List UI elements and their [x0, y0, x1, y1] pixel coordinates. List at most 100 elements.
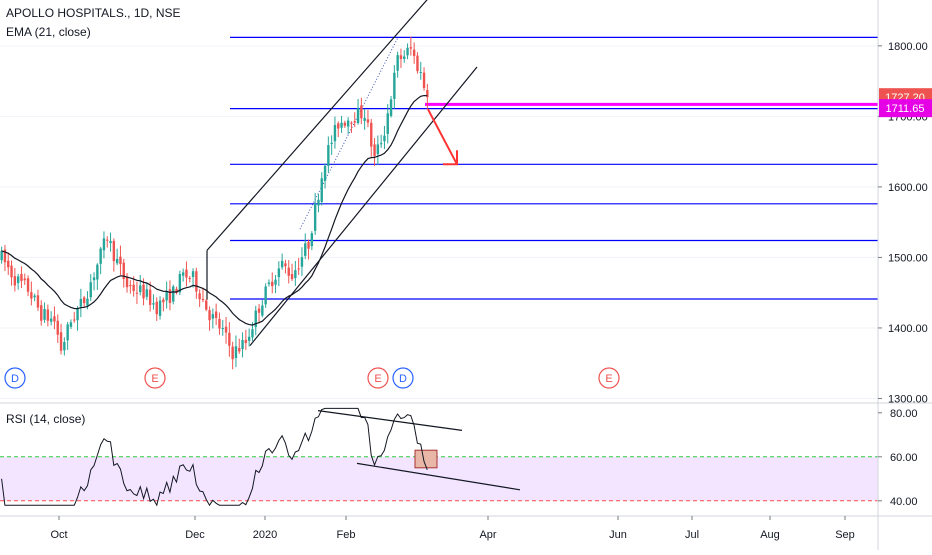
candle-body — [0, 250, 3, 261]
candle-body — [422, 72, 426, 89]
candle-body — [10, 265, 13, 278]
candle-body — [337, 123, 340, 129]
candle-body — [373, 144, 376, 156]
rsi-axis-label: 80.00 — [890, 408, 918, 420]
rsi-title: RSI (14, close) — [6, 412, 86, 426]
candle-body — [251, 329, 254, 338]
candle-body — [79, 298, 83, 307]
candle-body — [152, 303, 155, 305]
candle-body — [313, 203, 317, 231]
time-axis-label: Dec — [185, 529, 205, 541]
candle-body — [175, 288, 178, 293]
candle-body — [30, 292, 33, 299]
candle-body — [178, 274, 182, 293]
event-marker-label: E — [605, 373, 612, 385]
candle-body — [172, 286, 175, 302]
candle-body — [297, 268, 300, 270]
candle-body — [330, 142, 333, 144]
candle-body — [261, 305, 264, 316]
candle-body — [247, 336, 251, 341]
indicator-title: EMA (21, close) — [6, 25, 91, 39]
candle-body — [33, 295, 36, 298]
candle-body — [214, 311, 218, 318]
candle-body — [277, 268, 281, 278]
candle-body — [46, 309, 50, 321]
candle-body — [59, 332, 63, 351]
candle-body — [142, 284, 145, 299]
candle-body — [264, 286, 267, 305]
event-marker-label: D — [399, 373, 407, 385]
candle-body — [40, 305, 43, 321]
event-marker-label: E — [151, 373, 158, 385]
candle-body — [393, 72, 396, 99]
event-marker-circle — [598, 367, 620, 389]
candle-body — [139, 285, 142, 293]
candle-body — [343, 122, 347, 126]
candle-body — [135, 292, 139, 294]
price-axis-label: 1300.00 — [888, 393, 928, 405]
channel-lower-line — [249, 66, 478, 346]
candle-body — [346, 120, 350, 127]
candle-body — [145, 289, 149, 297]
candle-body — [76, 308, 79, 321]
candle-body — [403, 56, 406, 59]
candle-body — [238, 347, 241, 352]
candle-body — [379, 143, 383, 145]
horizontal-levels — [230, 36, 878, 300]
price-axis-label: 1800.00 — [888, 41, 928, 53]
price-axis-label: 1500.00 — [888, 252, 928, 264]
candle-body — [333, 125, 337, 142]
candle-body — [383, 135, 386, 142]
grid — [0, 45, 878, 399]
candle-body — [185, 269, 188, 278]
candle-body — [307, 242, 310, 249]
candle-body — [350, 122, 353, 124]
candle-body — [290, 274, 294, 280]
candle-body — [86, 298, 89, 306]
candle-body — [162, 299, 165, 303]
candle-body — [280, 260, 284, 268]
ema-path — [1, 94, 428, 326]
candle-body — [195, 271, 198, 292]
down-arrow-shaft — [427, 108, 458, 165]
candle-body — [353, 121, 356, 123]
candle-body — [66, 324, 69, 341]
candle-body — [416, 55, 419, 72]
candle-body — [73, 319, 76, 321]
candle-body — [148, 289, 152, 305]
channel-upper-line — [206, 0, 428, 251]
candle-body — [304, 243, 307, 256]
symbol-title: APOLLO HOSPITALS., 1D, NSE — [6, 6, 181, 20]
candle-body — [224, 326, 228, 333]
candle-body — [406, 47, 409, 56]
candle-body — [109, 240, 112, 244]
candle-body — [211, 314, 215, 319]
candle-body — [36, 295, 40, 308]
candle-body — [181, 272, 185, 276]
time-axis-label: Jun — [609, 529, 627, 541]
candle-body — [284, 263, 287, 267]
event-marker-circle — [4, 367, 26, 389]
candle-body — [99, 248, 102, 264]
down-arrow-head — [443, 150, 458, 166]
candle-body — [267, 282, 271, 284]
price-tag-box — [879, 99, 932, 118]
candle-body — [366, 119, 370, 123]
candle-body — [310, 233, 314, 247]
candle-body — [155, 301, 158, 315]
price-axis-label: 1400.00 — [888, 323, 928, 335]
candle-body — [257, 308, 261, 313]
candle-body — [412, 49, 416, 57]
candle-body — [294, 270, 297, 279]
rsi-axis-label: 60.00 — [890, 452, 918, 464]
candle-body — [7, 260, 10, 268]
candle-body — [241, 340, 244, 350]
candle-body — [317, 199, 320, 206]
candle-body — [327, 145, 330, 166]
candle-body — [360, 105, 363, 119]
price-tag-label: 1711.65 — [886, 103, 925, 115]
